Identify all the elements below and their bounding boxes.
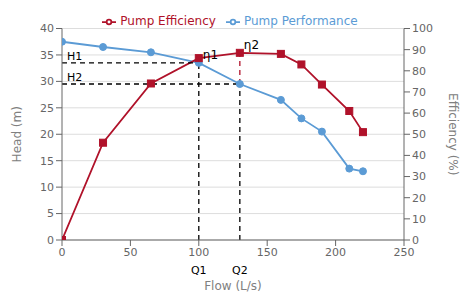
svg-text:η2: η2 bbox=[244, 38, 259, 52]
svg-text:H2: H2 bbox=[67, 71, 82, 84]
svg-text:20: 20 bbox=[412, 192, 426, 205]
svg-text:Efficiency (%): Efficiency (%) bbox=[446, 93, 460, 175]
html-text:Pump Performance: Pump Performance bbox=[243, 14, 358, 28]
svg-text:20: 20 bbox=[40, 128, 54, 141]
svg-text:η1: η1 bbox=[203, 48, 218, 62]
svg-text:5: 5 bbox=[47, 207, 54, 220]
svg-text:100: 100 bbox=[412, 22, 433, 35]
svg-text:50: 50 bbox=[123, 246, 137, 259]
svg-text:200: 200 bbox=[325, 246, 346, 259]
svg-text:Head (m): Head (m) bbox=[10, 106, 24, 162]
svg-text:10: 10 bbox=[412, 213, 426, 226]
svg-text:0: 0 bbox=[412, 234, 419, 247]
svg-text:60: 60 bbox=[412, 107, 426, 120]
svg-text:25: 25 bbox=[40, 102, 54, 115]
svg-text:90: 90 bbox=[412, 44, 426, 57]
svg-text:30: 30 bbox=[40, 75, 54, 88]
svg-text:30: 30 bbox=[412, 170, 426, 183]
svg-text:35: 35 bbox=[40, 49, 54, 62]
html-text:Pump Efficiency: Pump Efficiency bbox=[120, 14, 216, 28]
svg-text:80: 80 bbox=[412, 65, 426, 78]
svg-text:100: 100 bbox=[188, 246, 209, 259]
svg-text:40: 40 bbox=[412, 149, 426, 162]
svg-text:40: 40 bbox=[40, 22, 54, 35]
svg-text:H1: H1 bbox=[67, 50, 82, 63]
svg-text:0: 0 bbox=[47, 234, 54, 247]
svg-text:15: 15 bbox=[40, 155, 54, 168]
svg-text:250: 250 bbox=[394, 246, 415, 259]
svg-text:Q2: Q2 bbox=[232, 264, 248, 277]
svg-text:0: 0 bbox=[59, 246, 66, 259]
svg-text:50: 50 bbox=[412, 128, 426, 141]
svg-text:150: 150 bbox=[257, 246, 278, 259]
svg-text:Q1: Q1 bbox=[191, 264, 207, 277]
svg-text:Flow (L/s): Flow (L/s) bbox=[204, 279, 262, 293]
svg-text:70: 70 bbox=[412, 86, 426, 99]
svg-text:10: 10 bbox=[40, 181, 54, 194]
